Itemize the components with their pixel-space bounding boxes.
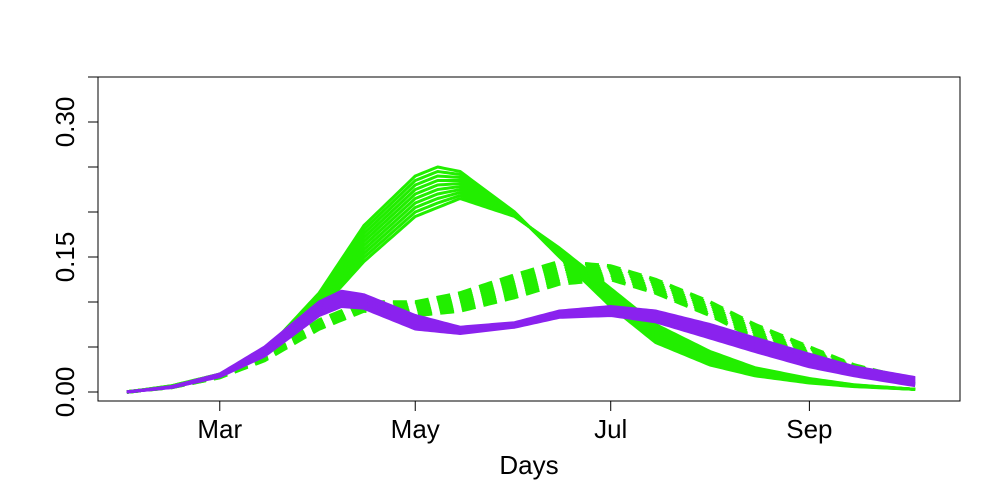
band-1-line-3 xyxy=(126,273,916,394)
x-tick-label-0: Mar xyxy=(197,414,242,444)
y-tick-label-2: 0.30 xyxy=(50,97,80,148)
band-1-line-5 xyxy=(126,269,916,394)
chart-bands xyxy=(126,165,916,394)
y-tick-label-0: 0.00 xyxy=(50,367,80,418)
x-tick-label-1: May xyxy=(391,414,440,444)
y-tick-label-1: 0.15 xyxy=(50,232,80,283)
band-1-line-4 xyxy=(126,271,916,394)
y-axis: 0.00 0.15 0.30 xyxy=(50,76,99,418)
band-2 xyxy=(126,289,916,394)
x-tick-label-2: Jul xyxy=(594,414,627,444)
x-axis-title: Days xyxy=(499,450,558,480)
plot-frame xyxy=(97,76,961,402)
band-2-line-9 xyxy=(126,289,916,394)
band-1-line-6 xyxy=(126,267,916,394)
x-axis: Mar May Jul Sep xyxy=(197,400,833,444)
x-tick-label-3: Sep xyxy=(786,414,832,444)
band-1-line-8 xyxy=(126,262,916,394)
band-1-line-7 xyxy=(126,264,916,394)
